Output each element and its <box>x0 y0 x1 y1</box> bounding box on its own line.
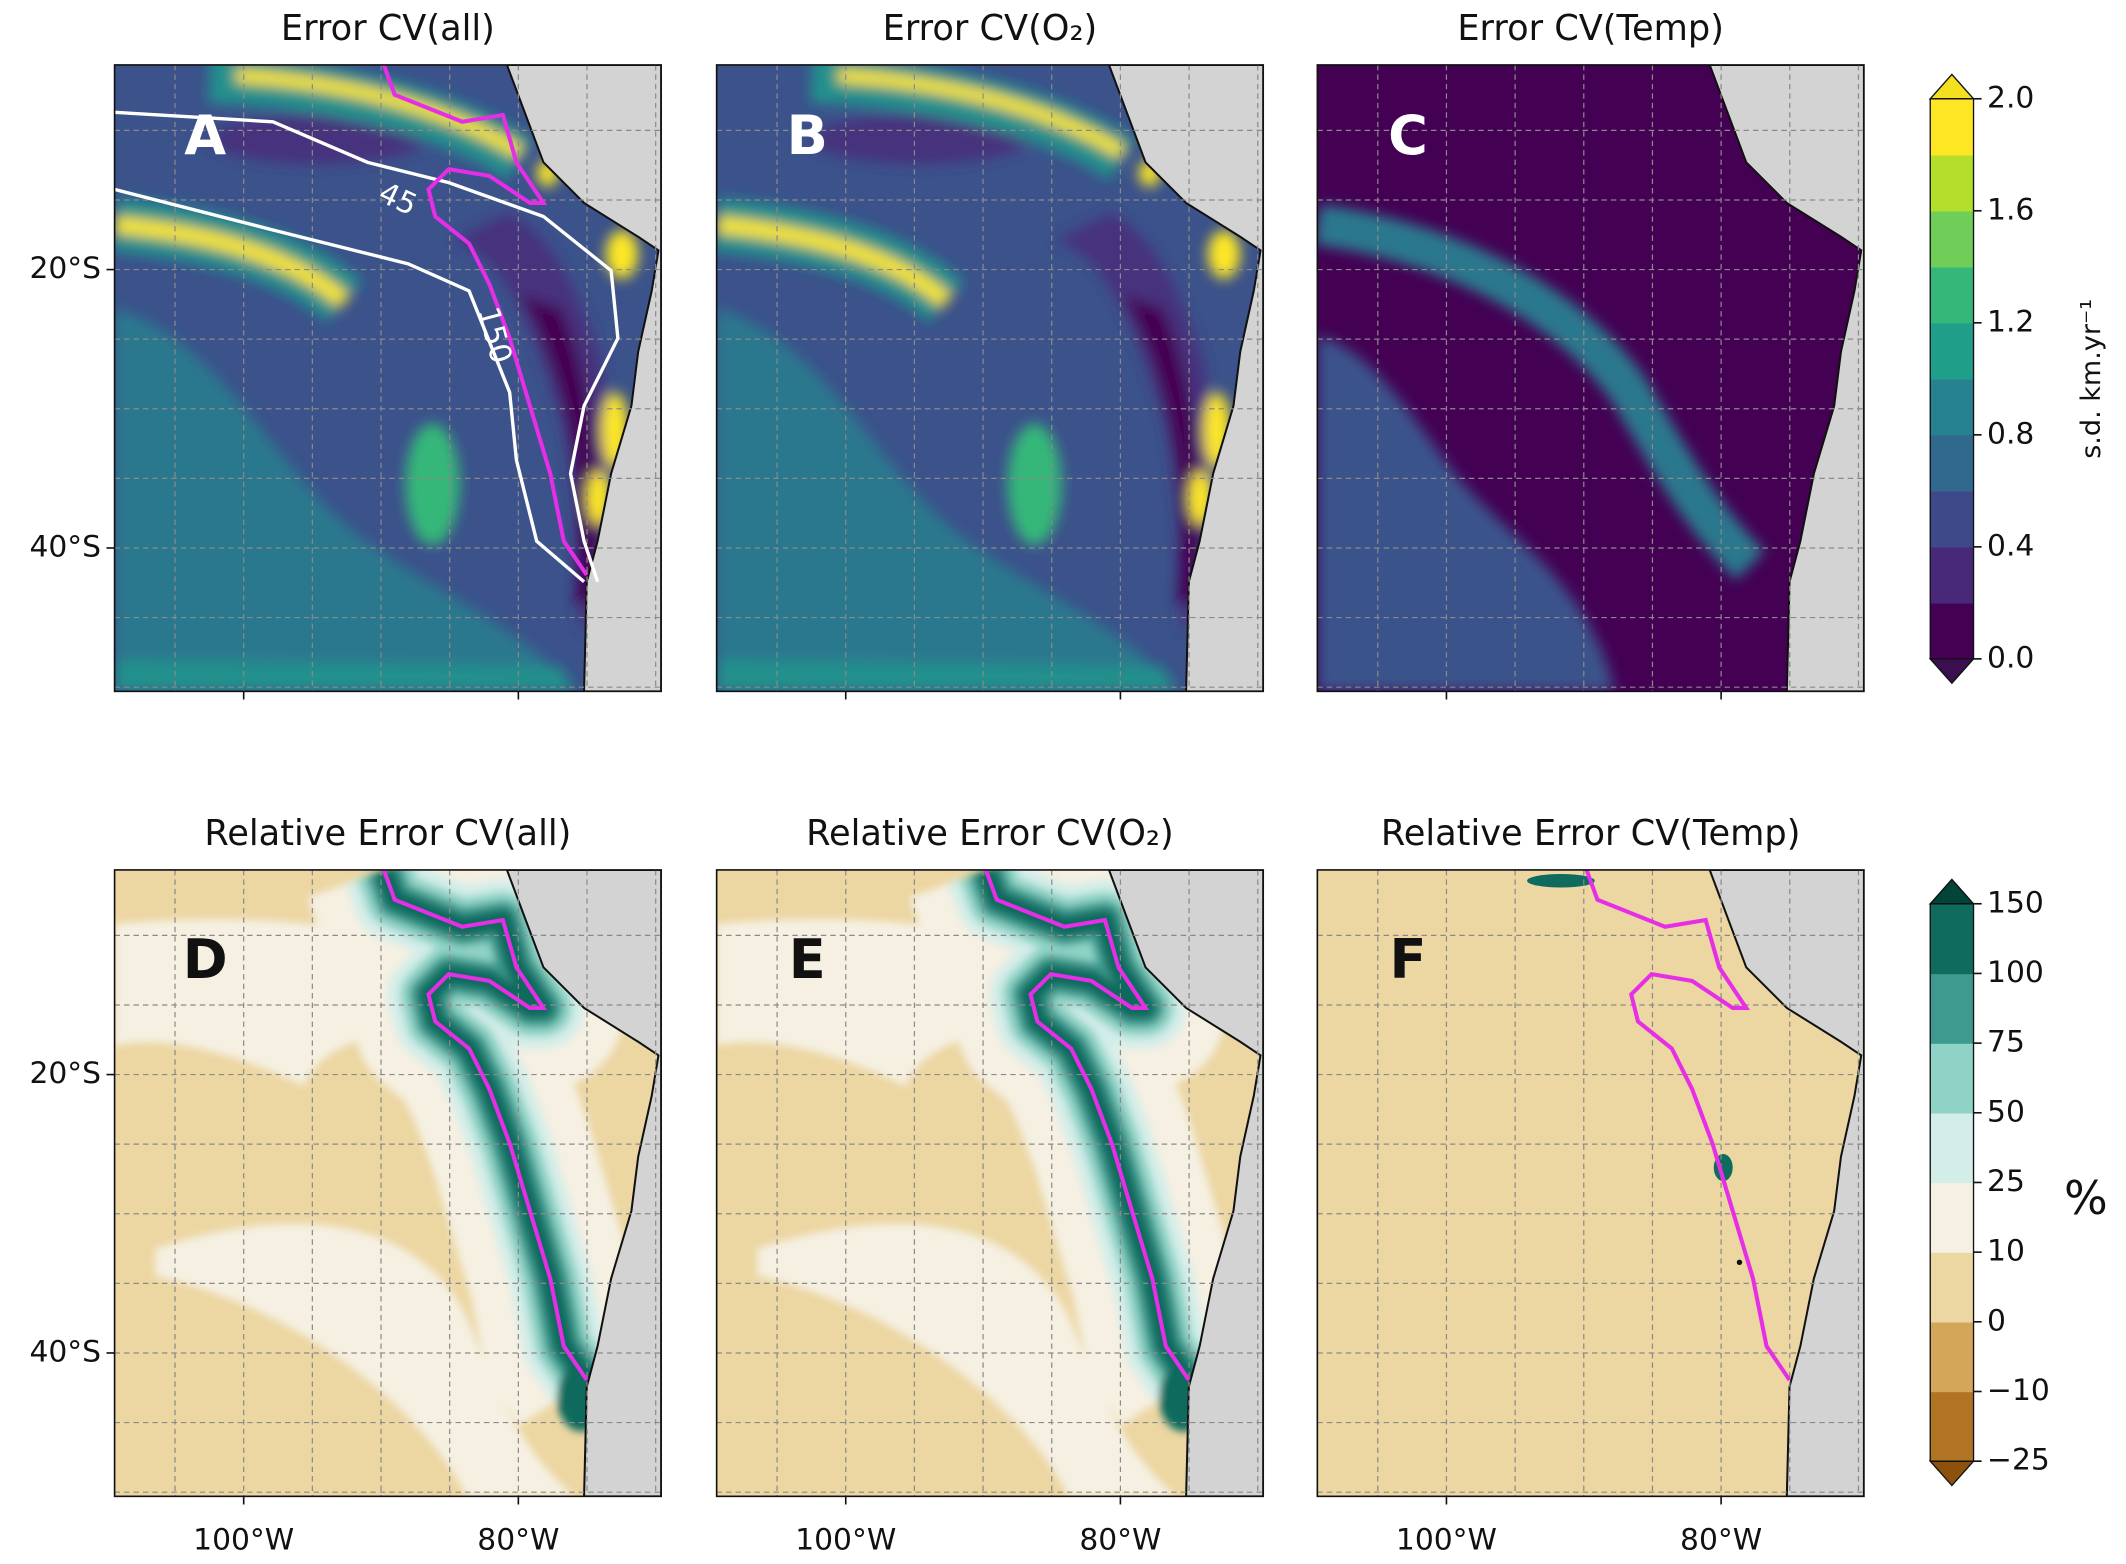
panel-letter: E <box>789 928 826 991</box>
panel-letter: D <box>183 928 228 991</box>
colorbar-tick-label: −25 <box>1987 1443 2050 1478</box>
map-panel: Error CV(O₂) B <box>715 8 1265 700</box>
map-field <box>1317 869 1864 1497</box>
colorbar-tick-label: 0.8 <box>1987 416 2034 451</box>
colorbar: 0.0 0.4 0.8 1.2 1.6 2.0 s.d. km.yr⁻¹ <box>1928 73 2107 685</box>
colorbar-band <box>1930 1182 1974 1253</box>
panel-letter: B <box>787 104 828 167</box>
panel-title: Error CV(Temp) <box>1457 8 1724 49</box>
map-field <box>716 64 1264 692</box>
colorbar-band <box>1930 378 1974 436</box>
colorbar-band <box>1930 98 1974 156</box>
colorbars: 0.0 0.4 0.8 1.2 1.6 2.0 s.d. km.yr⁻¹ −25 −10 0 10 2… <box>1928 73 2108 1487</box>
colorbar-tick-label: 1.2 <box>1987 304 2034 339</box>
colorbar-tick-label: 0 <box>1987 1303 2006 1338</box>
colorbar-band <box>1930 266 1974 324</box>
map-panel: Relative Error CV(all) D 100°W 80°W 20°S 40°S <box>29 813 662 1558</box>
colorbar-frame <box>1929 98 1975 660</box>
colorbar-band <box>1930 1112 1974 1184</box>
panel-title: Error CV(O₂) <box>883 8 1098 49</box>
x-tick-label: 100°W <box>795 1523 896 1558</box>
frame <box>1316 64 1865 693</box>
colorbar-band <box>1930 546 1974 604</box>
frame <box>1316 869 1865 1498</box>
map-field <box>1317 64 1864 692</box>
panel-letter: F <box>1390 928 1427 991</box>
map-panel: Relative Error CV(Temp) F 100°W 80°W <box>1316 813 1865 1558</box>
frame <box>113 869 662 1498</box>
y-tick-label: 20°S <box>29 1056 101 1091</box>
panel-title: Error CV(all) <box>281 8 495 49</box>
colorbar-tick-label: 75 <box>1987 1025 2025 1060</box>
panel-title: Relative Error CV(Temp) <box>1381 813 1801 854</box>
map-field <box>114 869 662 1497</box>
colorbar-tick-label: 25 <box>1987 1164 2025 1199</box>
colorbar-tick-label: −10 <box>1987 1373 2050 1408</box>
colorbar-band <box>1930 154 1974 212</box>
map-panel: Error CV(Temp) C <box>1316 8 1865 700</box>
colorbar-extend <box>1928 658 1976 685</box>
y-tick-label: 40°S <box>29 529 101 564</box>
x-tick-label: 80°W <box>1079 1523 1161 1558</box>
x-tick-label: 80°W <box>1680 1523 1762 1558</box>
panel-letter: C <box>1388 104 1428 167</box>
colorbar-band <box>1930 1391 1974 1462</box>
colorbar-band <box>1930 434 1974 492</box>
colorbar: −25 −10 0 10 25 50 75 100 150% <box>1928 878 2108 1487</box>
colorbar-tick-label: 0.0 <box>1987 640 2034 675</box>
colorbar-band <box>1930 210 1974 268</box>
colorbar-label: s.d. km.yr⁻¹ <box>2076 299 2107 459</box>
colorbar-tick-label: 10 <box>1987 1234 2025 1269</box>
colorbar-extend <box>1928 1460 1976 1487</box>
y-tick-label: 20°S <box>29 251 101 286</box>
colorbar-band <box>1930 1321 1974 1393</box>
colorbar-label: % <box>2064 1171 2108 1225</box>
panel-title: Relative Error CV(all) <box>204 813 571 854</box>
map-panel: Relative Error CV(O₂) E 100°W 80°W <box>715 813 1265 1558</box>
colorbar-band <box>1930 1043 1974 1114</box>
panel-title: Relative Error CV(O₂) <box>806 813 1174 854</box>
colorbar-band <box>1930 1252 1974 1323</box>
colorbar-tick-label: 1.6 <box>1987 192 2034 227</box>
colorbar-extend <box>1928 73 1976 100</box>
colorbar-band <box>1930 973 1974 1044</box>
frame <box>715 869 1265 1498</box>
y-tick-label: 40°S <box>29 1334 101 1369</box>
colorbar-tick-label: 0.4 <box>1987 528 2034 563</box>
contour-line <box>114 110 620 583</box>
colorbar-band <box>1930 322 1974 380</box>
colorbar-tick-label: 150 <box>1987 885 2044 920</box>
colorbar-tick-label: 100 <box>1987 955 2044 990</box>
contour-line <box>114 187 586 584</box>
x-tick-label: 100°W <box>1396 1523 1497 1558</box>
map-field <box>114 64 662 692</box>
colorbar-band <box>1930 903 1974 975</box>
frame <box>113 64 662 693</box>
colorbar-band <box>1930 490 1974 548</box>
colorbar-tick-label: 50 <box>1987 1094 2025 1129</box>
panel-letter: A <box>184 104 226 167</box>
frame <box>715 64 1265 693</box>
colorbar-band <box>1930 602 1974 660</box>
colorbar-extend <box>1928 878 1976 905</box>
map-field <box>716 869 1264 1497</box>
colorbar-tick-label: 2.0 <box>1987 80 2034 115</box>
x-tick-label: 100°W <box>193 1523 294 1558</box>
x-tick-label: 80°W <box>477 1523 559 1558</box>
